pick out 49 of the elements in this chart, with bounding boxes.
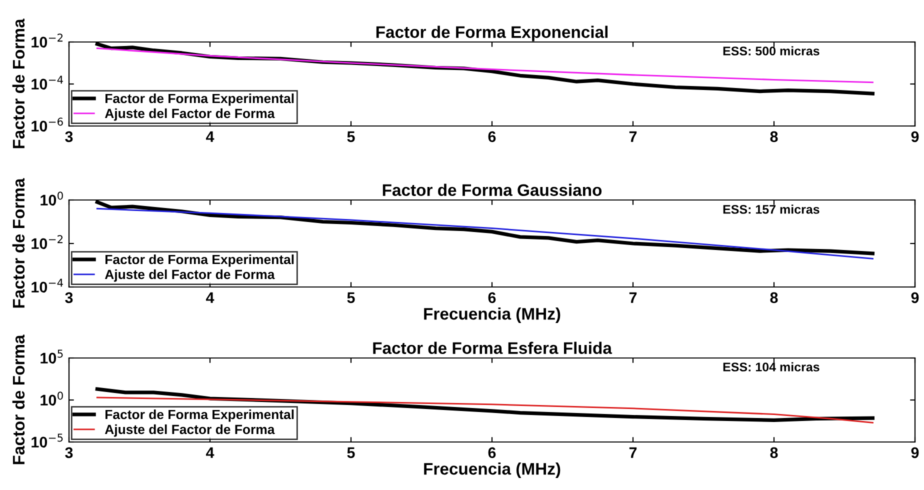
x-tick-label: 8	[770, 447, 778, 458]
x-tick-label: 8	[770, 292, 778, 304]
legend-label: Ajuste del Factor de Forma	[104, 108, 275, 121]
chart-title: Factor de Forma Exponencial	[376, 26, 608, 42]
x-tick-label: 4	[206, 447, 214, 458]
x-tick-label: 3	[65, 131, 73, 142]
x-tick-label: 9	[911, 292, 919, 304]
x-axis-title: Frecuencia (MHz)	[424, 307, 560, 324]
y-tick-label: 10$^{−4}$	[32, 76, 63, 90]
x-tick-label: 3	[65, 447, 73, 458]
y-tick-label: 10$^{0}$	[40, 192, 63, 206]
legend-label: Factor de Forma Experimental	[106, 93, 294, 106]
x-tick-label: 3	[65, 292, 73, 304]
legend-label: Ajuste del Factor de Forma	[104, 424, 275, 437]
y-tick-label: 10$^{5}$	[40, 350, 63, 364]
x-tick-label: 7	[629, 131, 637, 142]
annotation: ESS: 104 micras	[723, 362, 820, 372]
line-series	[96, 396, 874, 424]
legend-label: Factor de Forma Experimental	[106, 254, 294, 267]
y-axis-title: Factor de Forma	[12, 178, 25, 308]
y-axis-title: Factor de Forma	[12, 18, 25, 148]
x-tick-label: 4	[206, 131, 214, 142]
annotation: ESS: 500 micras	[723, 46, 820, 56]
x-tick-label: 6	[488, 292, 496, 304]
annotation: ESS: 157 micras	[723, 204, 820, 214]
line-series	[96, 48, 874, 84]
chart-title: Factor de Forma Esfera Fluida	[373, 342, 612, 354]
y-tick-label: 10$^{−5}$	[32, 434, 63, 448]
x-tick-label: 9	[911, 447, 919, 458]
legend-label: Ajuste del Factor de Forma	[104, 269, 275, 282]
x-axis-title: Frecuencia (MHz)	[424, 462, 560, 478]
x-tick-label: 6	[488, 131, 496, 142]
x-tick-label: 5	[347, 131, 355, 142]
x-tick-label: 6	[488, 447, 496, 458]
y-tick-label: 10$^{−2}$	[32, 235, 63, 250]
y-axis-title: Factor de Forma	[12, 334, 25, 464]
chart-title: Factor de Forma Gaussiano	[382, 184, 602, 196]
y-tick-label: 10$^{−4}$	[32, 278, 63, 293]
x-tick-label: 5	[347, 292, 355, 304]
y-tick-label: 10$^{−6}$	[32, 118, 63, 132]
x-tick-label: 8	[770, 131, 778, 142]
x-tick-label: 7	[629, 292, 637, 303]
legend-label: Factor de Forma Experimental	[106, 409, 294, 422]
x-tick-label: 9	[911, 131, 919, 142]
y-tick-label: 10$^{−2}$	[32, 34, 63, 48]
x-tick-label: 4	[206, 292, 214, 303]
x-tick-label: 7	[629, 447, 637, 458]
x-tick-label: 5	[347, 447, 355, 458]
y-tick-label: 10$^{0}$	[40, 392, 63, 406]
